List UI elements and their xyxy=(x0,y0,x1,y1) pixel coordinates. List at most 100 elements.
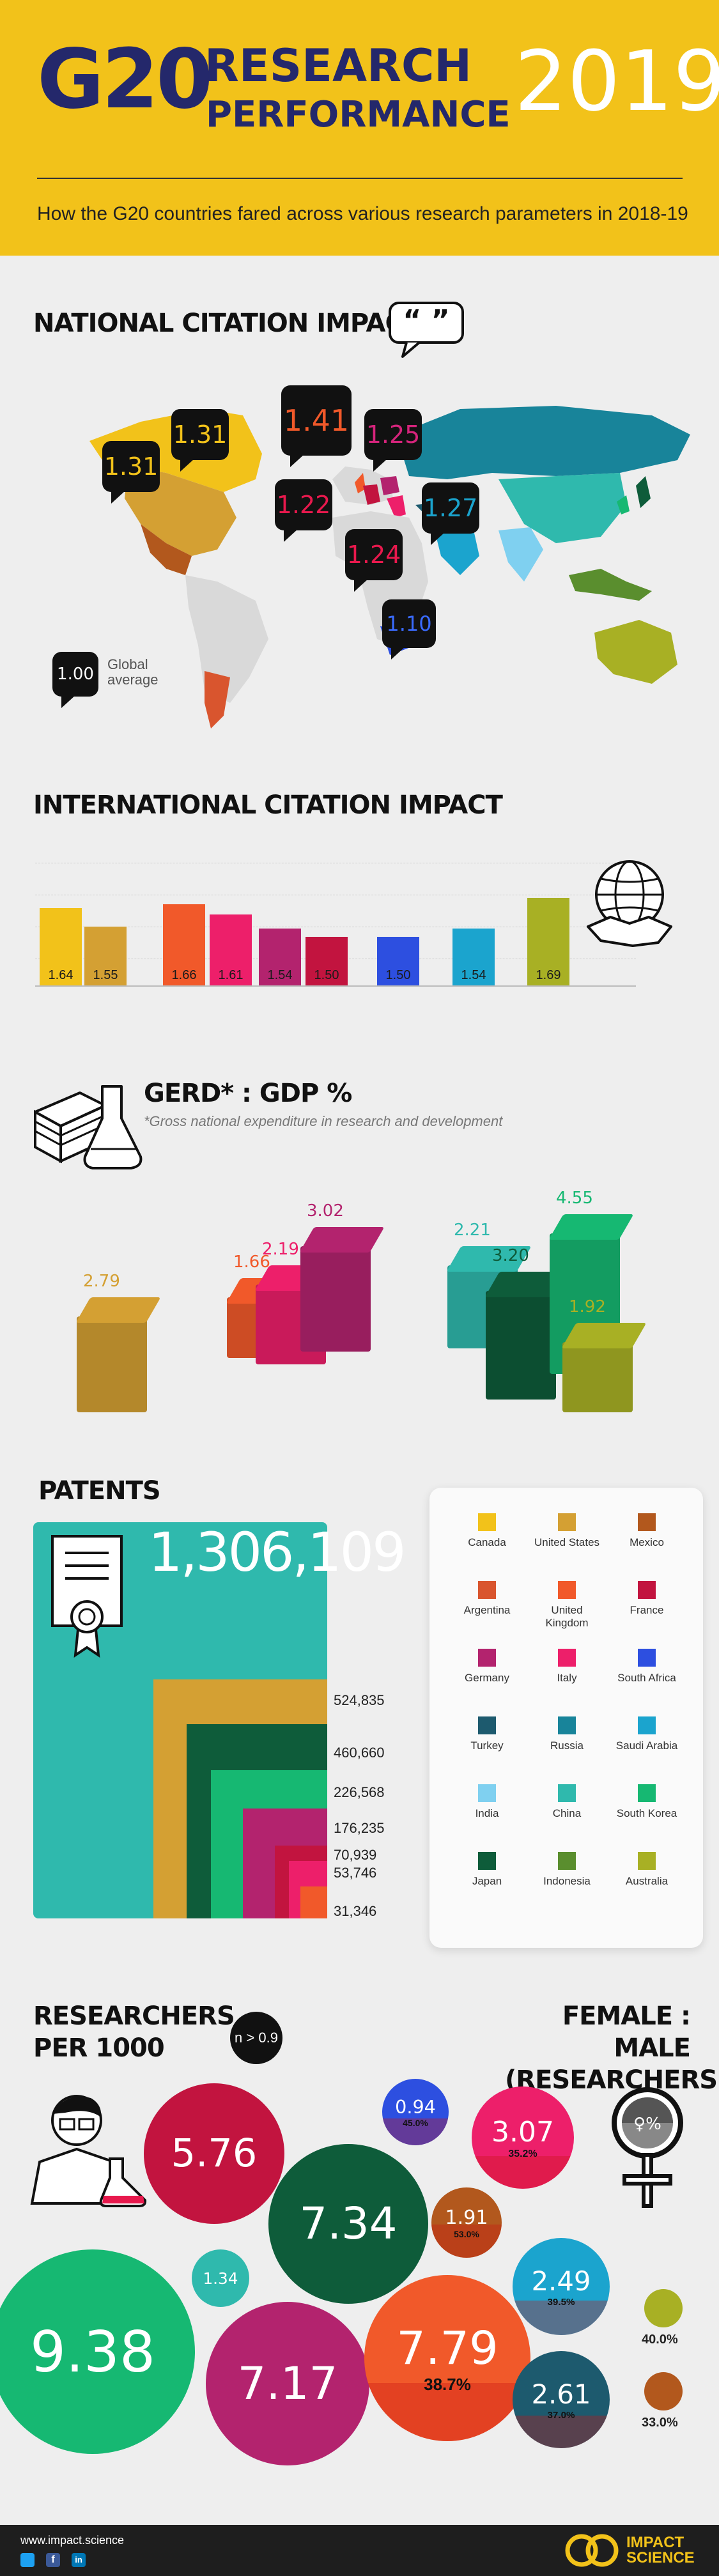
legend-swatch xyxy=(478,1513,496,1531)
female-share-fill xyxy=(431,2224,502,2258)
gerd-value: 4.55 xyxy=(556,1189,593,1208)
nci-bubble-8-value: 1.10 xyxy=(386,612,432,636)
legend-swatch xyxy=(558,1513,576,1531)
legend-item: India xyxy=(449,1784,525,1820)
icc-bar-label: 1.64 xyxy=(48,968,73,982)
subtitle: How the G20 countries fared across vario… xyxy=(37,203,688,224)
legend-label: India xyxy=(475,1807,499,1819)
researcher-bubble: 2.61 37.0% xyxy=(513,2351,610,2448)
icc-bar: 1.55 xyxy=(84,927,127,985)
legend-item: France xyxy=(608,1581,685,1617)
legend-item: China xyxy=(529,1784,605,1820)
icc-bar: 1.61 xyxy=(210,914,252,985)
gerd-stack xyxy=(77,1316,147,1412)
nci-bubble-4: 1.25 xyxy=(364,409,422,472)
icc-bar-label: 1.54 xyxy=(461,968,486,982)
g20-title: G20 xyxy=(37,32,213,127)
footer-url[interactable]: www.impact.science xyxy=(20,2534,125,2547)
nci-bubble-6: 1.27 xyxy=(422,482,479,545)
global-average-label: Global average xyxy=(107,657,158,688)
female-male-title: FEMALE : MALE (RESEARCHERS) xyxy=(505,2000,719,2096)
legend-label: Australia xyxy=(625,1875,669,1887)
female-share-dot xyxy=(644,2289,683,2327)
twitter-icon[interactable] xyxy=(20,2553,35,2567)
legend-swatch xyxy=(638,1784,656,1802)
legend-item: Australia xyxy=(608,1852,685,1888)
researcher-bubble: 2.49 39.5% xyxy=(513,2238,610,2335)
legend-item: South Africa xyxy=(608,1649,685,1685)
gerd-stack xyxy=(486,1291,556,1400)
gerd-value: 2.21 xyxy=(454,1221,491,1240)
researcher-bubble: 7.79 38.7% xyxy=(364,2275,530,2441)
linkedin-icon[interactable]: in xyxy=(72,2553,86,2567)
legend-item: Russia xyxy=(529,1716,605,1752)
facebook-icon[interactable]: f xyxy=(46,2553,60,2567)
nci-bubble-2: 1.31 xyxy=(171,409,229,472)
money-flask-icon xyxy=(34,1085,143,1169)
nci-bubble-5: 1.22 xyxy=(275,479,332,542)
patent-square xyxy=(289,1861,327,1918)
bubble-pct: 35.2% xyxy=(508,2148,537,2159)
bubble-pct: 38.7% xyxy=(424,2375,471,2394)
legend-label: Germany xyxy=(465,1672,509,1684)
researcher-bubble: 5.76 xyxy=(144,2083,284,2224)
quote-bubble-icon: “ ” xyxy=(389,302,464,358)
bubble-pct: 39.5% xyxy=(547,2297,575,2308)
global-label-2: average xyxy=(107,672,158,688)
gerd-stack-top xyxy=(561,1323,647,1348)
nci-bubble-3: 1.41 xyxy=(281,385,352,467)
patent-square xyxy=(243,1809,327,1918)
icc-bar: 1.54 xyxy=(259,929,301,985)
bubble-value: 3.07 xyxy=(491,2115,554,2148)
bubble-value: 0.94 xyxy=(395,2096,436,2118)
scientist-icon xyxy=(30,2095,147,2207)
performance-title: PERFORMANCE xyxy=(206,94,511,135)
patent-value: 524,835 xyxy=(334,1692,385,1708)
researcher-bubble: 7.34 xyxy=(268,2144,428,2304)
brand-line1: IMPACT xyxy=(626,2534,684,2551)
gerd-value: 3.02 xyxy=(307,1201,344,1221)
gerd-value: 1.92 xyxy=(569,1297,606,1316)
legend-item: Japan xyxy=(449,1852,525,1888)
female-share-pct: 33.0% xyxy=(642,2416,678,2430)
researcher-bubble: 9.38 xyxy=(0,2249,195,2454)
global-average-badge: 1.00 xyxy=(52,652,98,708)
patent-square xyxy=(187,1724,327,1918)
legend-label: France xyxy=(630,1604,664,1616)
icc-bar: 1.66 xyxy=(163,904,205,985)
nci-bubble-4-value: 1.25 xyxy=(366,420,421,449)
nci-title: NATIONAL CITATION IMPACT xyxy=(33,309,421,338)
research-title: RESEARCH xyxy=(205,40,472,92)
icc-bar: 1.50 xyxy=(305,937,348,985)
nci-bubble-8: 1.10 xyxy=(382,599,436,659)
female-share-dot xyxy=(644,2372,683,2410)
icc-bar: 1.54 xyxy=(452,929,495,985)
bubble-value: 1.91 xyxy=(445,2206,488,2229)
patent-square xyxy=(153,1679,327,1918)
gerd-stack-top xyxy=(75,1297,161,1323)
legend-swatch xyxy=(638,1513,656,1531)
researcher-bubble: 1.34 xyxy=(192,2249,249,2307)
researchers-title-line2: PER 1000 xyxy=(33,2033,165,2063)
patent-value: 226,568 xyxy=(334,1784,385,1800)
legend-item: Germany xyxy=(449,1649,525,1685)
icc-bar-label: 1.50 xyxy=(314,968,339,982)
legend-swatch xyxy=(638,1716,656,1734)
global-label-1: Global xyxy=(107,656,148,672)
legend-swatch xyxy=(558,1649,576,1667)
bubble-value: 9.38 xyxy=(30,2318,155,2385)
legend-swatch xyxy=(558,1716,576,1734)
patent-value: 31,346 xyxy=(334,1903,377,1919)
bubble-pct: 37.0% xyxy=(547,2410,575,2421)
female-share-fill xyxy=(513,2300,610,2335)
brand-line2: SCIENCE xyxy=(626,2549,695,2566)
legend-item: Mexico xyxy=(608,1513,685,1549)
nci-bubble-7-value: 1.24 xyxy=(346,541,401,569)
nci-bubble-1-value: 1.31 xyxy=(104,452,158,481)
global-average-value: 1.00 xyxy=(57,665,94,684)
legend-swatch xyxy=(478,1784,496,1802)
gerd-stack xyxy=(300,1246,371,1352)
patent-value: 176,235 xyxy=(334,1820,385,1836)
header-divider xyxy=(37,178,683,179)
icc-bar-label: 1.50 xyxy=(385,968,411,982)
